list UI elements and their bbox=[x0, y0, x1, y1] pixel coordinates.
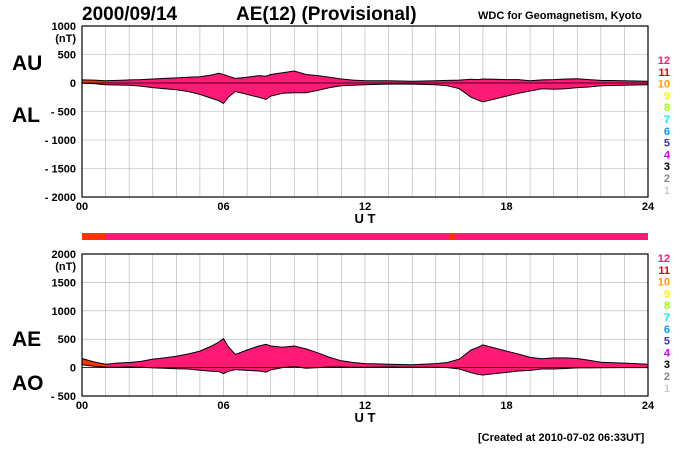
auel-xtick-label: 18 bbox=[500, 201, 512, 213]
aeao-ytick-label: 2000 bbox=[52, 249, 76, 261]
auel-legend-item: 4 bbox=[664, 149, 671, 161]
auel-area-early bbox=[82, 79, 106, 85]
aeao-xtick-label: 06 bbox=[217, 400, 229, 412]
auel-lower-line bbox=[81, 82, 649, 105]
auel-ytick-label: 500 bbox=[58, 50, 76, 62]
aeao-xtick-label: 18 bbox=[500, 400, 512, 412]
date-title: 2000/09/14 bbox=[82, 4, 178, 25]
source-label: WDC for Geomagnetism, Kyoto bbox=[478, 10, 642, 22]
auel-legend-item: 12 bbox=[658, 55, 670, 67]
aeao-unit-label: (nT) bbox=[55, 261, 76, 273]
auel-ytick-label: - 500 bbox=[51, 107, 76, 119]
aeao-ytick-label: 0 bbox=[70, 363, 76, 375]
auel-legend-item: 2 bbox=[664, 173, 670, 185]
auel-frame bbox=[81, 25, 649, 198]
auel-legend-item: 11 bbox=[658, 67, 670, 79]
aeao-legend-item: 10 bbox=[658, 277, 670, 289]
aeao-legend-item: 11 bbox=[658, 265, 670, 277]
aeao-xaxis-title: U T bbox=[355, 410, 376, 425]
auel-legend-item: 5 bbox=[664, 138, 670, 150]
aeao-ytick-label: 1500 bbox=[52, 277, 76, 289]
auel-upper-line bbox=[81, 70, 649, 82]
aeao-ytick-label: 500 bbox=[58, 334, 76, 346]
auel-legend-item: 10 bbox=[658, 79, 670, 91]
aeao-legend-item: 6 bbox=[664, 324, 670, 336]
status-bar-mark bbox=[448, 233, 455, 240]
aeao-legend-item: 4 bbox=[664, 347, 671, 359]
auel-xtick-label: 12 bbox=[359, 201, 371, 213]
auel-area bbox=[82, 71, 648, 104]
ao-label: AO bbox=[12, 372, 44, 395]
auel-xtick-label: 00 bbox=[76, 201, 88, 213]
auel-ytick-label: - 1500 bbox=[45, 164, 76, 176]
auel-ytick-label: 0 bbox=[70, 78, 76, 90]
auel-xtick-label: 24 bbox=[642, 201, 655, 213]
aeao-legend-item: 1 bbox=[664, 383, 670, 395]
aeao-xtick-label: 24 bbox=[642, 400, 655, 412]
auel-ytick-label: 1000 bbox=[52, 21, 76, 33]
aeao-xtick-label: 00 bbox=[76, 400, 88, 412]
status-bar-early bbox=[82, 233, 106, 240]
ae-label: AE bbox=[12, 328, 42, 351]
aeao-frame bbox=[81, 253, 649, 397]
auel-xtick-label: 06 bbox=[217, 201, 229, 213]
auel-legend-item: 3 bbox=[664, 161, 670, 173]
aeao-legend-item: 3 bbox=[664, 359, 670, 371]
aeao-legend-item: 12 bbox=[658, 253, 670, 265]
auel-legend-item: 9 bbox=[664, 90, 670, 102]
chart-title: AE(12) (Provisional) bbox=[236, 4, 417, 25]
auel-legend-item: 1 bbox=[664, 185, 670, 197]
auel-legend-item: 8 bbox=[664, 102, 670, 114]
aeao-legend-item: 2 bbox=[664, 371, 670, 383]
aeao-legend-item: 9 bbox=[664, 288, 670, 300]
al-label: AL bbox=[12, 104, 40, 127]
auel-xaxis-title: U T bbox=[355, 211, 376, 226]
auel-ytick-label: - 1000 bbox=[45, 135, 76, 147]
au-label: AU bbox=[12, 52, 43, 75]
aeao-ytick-label: 1000 bbox=[52, 306, 76, 318]
aeao-area bbox=[82, 338, 648, 375]
status-bar bbox=[82, 233, 648, 240]
aeao-legend-item: 7 bbox=[664, 312, 670, 324]
aeao-legend-item: 8 bbox=[664, 300, 670, 312]
created-timestamp: [Created at 2010-07-02 06:33UT] bbox=[478, 432, 645, 444]
aeao-legend-item: 5 bbox=[664, 336, 670, 348]
auel-legend-item: 6 bbox=[664, 126, 670, 138]
aeao-upper-line bbox=[81, 337, 649, 366]
aeao-ytick-label: - 500 bbox=[51, 391, 76, 403]
auel-ytick-label: - 2000 bbox=[45, 192, 76, 204]
auel-legend-item: 7 bbox=[664, 114, 670, 126]
aeao-xtick-label: 12 bbox=[359, 400, 371, 412]
auel-unit-label: (nT) bbox=[55, 33, 76, 45]
